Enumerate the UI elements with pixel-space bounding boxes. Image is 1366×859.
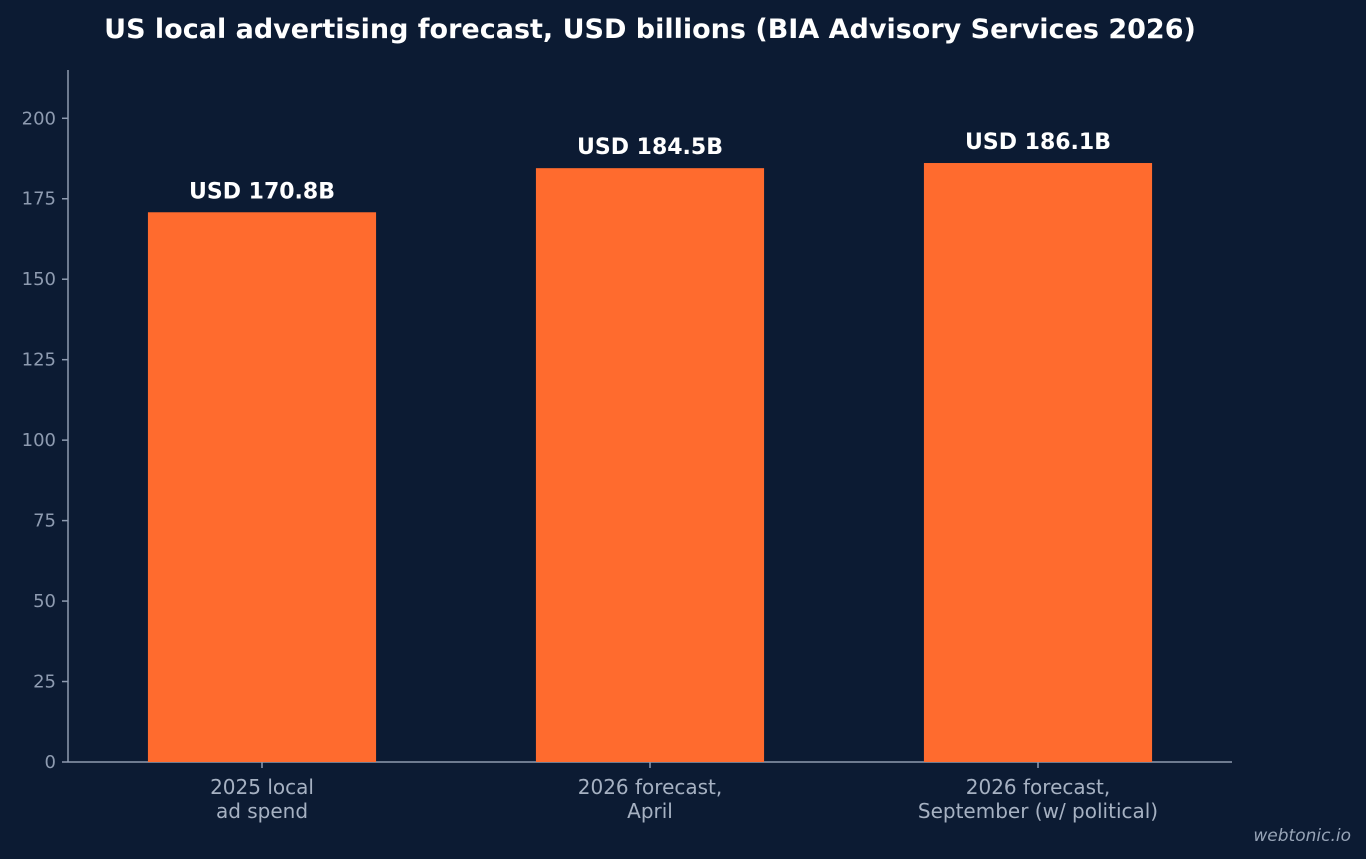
y-tick-label: 125 [22, 350, 56, 371]
bar [535, 168, 765, 763]
data-labels: USD 170.8B USD 184.5B USD 186.1B [189, 130, 1111, 204]
x-tick-label-line: 2025 local [210, 775, 314, 799]
axes: 0 25 50 75 100 125 150 175 200 2025 local ad spend… [22, 70, 1232, 823]
x-tick-label-line: 2026 forecast, [966, 775, 1111, 799]
y-tick-label: 50 [33, 591, 56, 612]
data-label: USD 184.5B [577, 135, 723, 160]
y-tick-label: 100 [22, 430, 56, 451]
y-tick-label: 25 [33, 672, 56, 693]
y-tick-label: 75 [33, 511, 56, 532]
x-tick-label: 2026 forecast, April [578, 775, 723, 823]
x-tick-label-line: September (w/ political) [918, 799, 1158, 823]
x-tick-label-line: 2026 forecast, [578, 775, 723, 799]
bar [923, 163, 1153, 762]
x-tick-label: 2025 local ad spend [210, 775, 314, 823]
y-tick-label: 175 [22, 189, 56, 210]
y-tick-label: 0 [45, 752, 56, 773]
watermark: webtonic.io [1253, 826, 1351, 846]
bar [147, 212, 377, 762]
x-tick-label-line: April [627, 799, 673, 823]
y-tick-label: 150 [22, 269, 56, 290]
y-tick-label: 200 [22, 108, 56, 129]
bars [147, 163, 1153, 763]
x-tick-label-line: ad spend [216, 799, 308, 823]
x-tick-label: 2026 forecast, September (w/ political) [918, 775, 1158, 823]
data-label: USD 170.8B [189, 179, 335, 204]
chart-title: US local advertising forecast, USD billi… [104, 14, 1196, 45]
data-label: USD 186.1B [965, 130, 1111, 155]
